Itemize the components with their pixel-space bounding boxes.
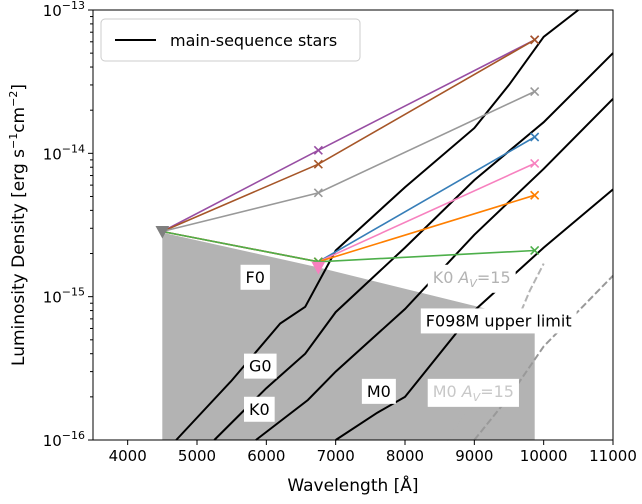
y-axis-label: Luminosity Density [erg s−1cm−2] xyxy=(7,84,29,366)
stellar-model-line-0 xyxy=(175,9,579,441)
upper-limit-marker-red xyxy=(311,261,326,275)
annotation-4: K0 AV=15 xyxy=(433,268,511,290)
stellar-model-line-3 xyxy=(335,188,614,441)
y-tick-label-3: 10−13 xyxy=(43,0,85,20)
x-tick-label-1: 5000 xyxy=(178,447,216,465)
x-tick-label-3: 7000 xyxy=(317,447,355,465)
annotation-box-0 xyxy=(240,264,270,290)
annotation-2: K0 xyxy=(249,400,270,419)
x-tick-label-2: 6000 xyxy=(247,447,285,465)
y-axis-label-end: ] xyxy=(9,84,29,91)
sed-series-point-6-2 xyxy=(530,245,540,256)
annotation-box-4 xyxy=(427,264,516,293)
x-axis-label: Wavelength [Å] xyxy=(287,474,418,496)
x-tick-label-5: 9000 xyxy=(455,447,493,465)
annotation-box-2 xyxy=(244,396,275,422)
sed-series-point-2-1 xyxy=(313,188,323,198)
legend: main-sequence stars xyxy=(100,18,361,62)
sed-series-point-1-2 xyxy=(530,35,540,45)
annotation-box-5 xyxy=(427,378,519,407)
x-tick-label-0: 4000 xyxy=(109,447,147,465)
sed-series-point-2-2 xyxy=(530,86,540,97)
sed-series-point-4-2 xyxy=(530,158,540,169)
stellar-model-layer xyxy=(175,9,614,441)
x-tick-label-7: 11000 xyxy=(589,447,637,465)
sed-series-line-0 xyxy=(161,39,536,233)
stellar-model-line-5 xyxy=(473,275,614,441)
y-axis-label-exp2: −2 xyxy=(7,91,20,107)
sed-series-line-2 xyxy=(162,90,536,233)
sed-series-point-3-2 xyxy=(530,132,540,142)
sed-series-point-0-1 xyxy=(313,145,323,155)
sed-series-layer xyxy=(155,35,542,330)
legend-box xyxy=(100,18,361,62)
legend-entry-label: main-sequence stars xyxy=(170,31,337,50)
annotation-0: F0 xyxy=(246,268,265,287)
upper-limit-region xyxy=(162,232,535,440)
stellar-model-line-2 xyxy=(255,98,614,441)
y-axis-label-main: Luminosity Density [erg s xyxy=(9,149,29,366)
annotation-1: G0 xyxy=(249,357,272,376)
annotation-box-6 xyxy=(420,308,577,334)
y-tick-label-0: 10−16 xyxy=(43,429,85,450)
stellar-model-line-4 xyxy=(445,263,545,441)
sed-series-point-5-2 xyxy=(530,190,540,200)
sed-series-point-1-1 xyxy=(313,159,323,169)
annotation-6: F098M upper limit xyxy=(426,311,572,330)
y-axis-label-mid: cm xyxy=(9,107,29,133)
y-tick-label-1: 10−15 xyxy=(43,286,85,307)
y-tick-label-2: 10−14 xyxy=(43,142,85,163)
annotation-3: M0 xyxy=(367,382,391,401)
upper-limit-region-layer xyxy=(162,232,535,440)
upper-limit-marker-blue xyxy=(155,225,170,239)
plot-frame xyxy=(92,9,614,441)
stellar-model-line-1 xyxy=(213,52,614,441)
annotation-layer: F0 G0 K0 M0 K0 AV=15 M0 AV=15 F098M upper limit xyxy=(240,264,577,422)
y-axis-label-exp1: −1 xyxy=(7,133,20,149)
axis-ticks-layer: 4000 5000 6000 7000 8000 9000 10000 11000 10−16 1… xyxy=(43,0,637,465)
annotation-box-1 xyxy=(244,353,277,379)
x-tick-label-6: 10000 xyxy=(520,447,568,465)
x-tick-label-4: 8000 xyxy=(386,447,424,465)
annotation-5: M0 AV=15 xyxy=(433,382,514,404)
annotation-box-3 xyxy=(361,378,396,404)
